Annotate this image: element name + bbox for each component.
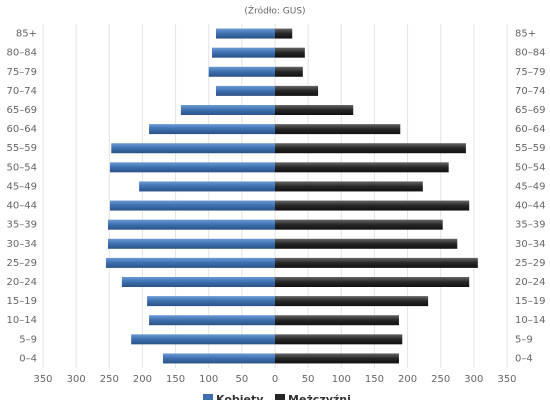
chart-subtitle: (Źródło: GUS) [244, 5, 305, 17]
bar [275, 181, 423, 192]
x-tick-label: 100 [332, 374, 351, 385]
bar [275, 315, 399, 326]
y-tick-label: 65–69 [7, 105, 37, 116]
y-tick-label: 15–19 [7, 296, 37, 307]
bar [275, 162, 449, 173]
y-tick-label: 75–79 [7, 67, 37, 78]
y-tick-label-right: 30–34 [515, 239, 545, 250]
bar [208, 66, 275, 77]
bar [149, 124, 275, 135]
y-tick-label: 20–24 [7, 277, 37, 288]
bar [212, 47, 275, 58]
bar [139, 181, 275, 192]
bar [216, 28, 275, 39]
x-tick-label: 50 [302, 374, 315, 385]
x-tick-label: 150 [365, 374, 384, 385]
y-tick-label-right: 85+ [515, 29, 536, 40]
x-tick-label: 350 [497, 374, 516, 385]
y-tick-label: 0–4 [19, 353, 37, 364]
bar [275, 219, 443, 230]
y-tick-label: 60–64 [7, 124, 37, 135]
y-tick-label-right: 25–29 [515, 258, 545, 269]
bar [275, 277, 470, 287]
bar [275, 28, 293, 39]
bar [275, 143, 466, 154]
bar [275, 47, 305, 58]
y-tick-label: 45–49 [7, 181, 37, 192]
y-tick-label: 70–74 [7, 86, 37, 97]
x-tick-label: 300 [464, 374, 483, 385]
bar [275, 257, 478, 268]
y-tick-label: 5–9 [19, 334, 37, 345]
bar [180, 105, 275, 115]
legend-label: Kobiety [216, 393, 263, 400]
y-tick-label-right: 80–84 [515, 48, 545, 59]
bar [275, 124, 401, 135]
y-tick-label: 55–59 [7, 143, 37, 154]
bar [109, 162, 275, 173]
bar [275, 238, 458, 249]
bar [275, 85, 319, 96]
y-tick-label: 10–14 [7, 315, 37, 326]
x-tick-label: 150 [166, 374, 185, 385]
x-tick-label: 50 [235, 374, 248, 385]
y-tick-label-right: 55–59 [515, 143, 545, 154]
bar [131, 334, 275, 345]
x-tick-label: 0 [272, 374, 278, 385]
bar [275, 296, 429, 307]
legend-swatch [203, 394, 213, 400]
y-tick-label: 80–84 [7, 48, 37, 59]
bar [147, 296, 275, 307]
bar [216, 85, 275, 96]
bar [275, 200, 470, 211]
x-tick-label: 200 [398, 374, 417, 385]
bar [149, 315, 275, 326]
y-tick-label-right: 0–4 [515, 353, 533, 364]
legend-swatch [275, 394, 285, 400]
y-tick-label-right: 70–74 [515, 86, 545, 97]
y-tick-label: 40–44 [7, 201, 37, 212]
x-tick-label: 350 [33, 374, 52, 385]
y-tick-label-right: 5–9 [515, 334, 533, 345]
y-tick-label-right: 50–54 [515, 162, 545, 173]
y-tick-label-right: 40–44 [515, 201, 545, 212]
bar [105, 257, 275, 268]
bar [275, 334, 403, 345]
y-tick-label: 50–54 [7, 162, 37, 173]
y-tick-label-right: 10–14 [515, 315, 545, 326]
bar [275, 353, 399, 364]
bar [109, 200, 275, 211]
y-tick-label: 30–34 [7, 239, 37, 250]
y-tick-label: 25–29 [7, 258, 37, 269]
y-tick-label-right: 15–19 [515, 296, 545, 307]
bar [275, 66, 303, 77]
legend-label: Mężczyźni [288, 393, 351, 400]
bar [275, 105, 354, 115]
y-tick-label-right: 65–69 [515, 105, 545, 116]
x-tick-label: 300 [67, 374, 86, 385]
y-tick-label: 35–39 [7, 220, 37, 231]
x-tick-label: 250 [431, 374, 450, 385]
x-tick-label: 200 [133, 374, 152, 385]
y-tick-label-right: 60–64 [515, 124, 545, 135]
x-tick-label: 100 [199, 374, 218, 385]
bar [111, 143, 275, 154]
y-tick-label-right: 75–79 [515, 67, 545, 78]
bar [162, 353, 275, 364]
y-tick-label-right: 45–49 [515, 181, 545, 192]
bar [107, 219, 276, 230]
y-tick-label-right: 35–39 [515, 220, 545, 231]
x-tick-label: 250 [100, 374, 119, 385]
bar [107, 238, 276, 249]
bar [121, 277, 275, 287]
y-tick-label-right: 20–24 [515, 277, 545, 288]
y-tick-label: 85+ [16, 29, 37, 40]
